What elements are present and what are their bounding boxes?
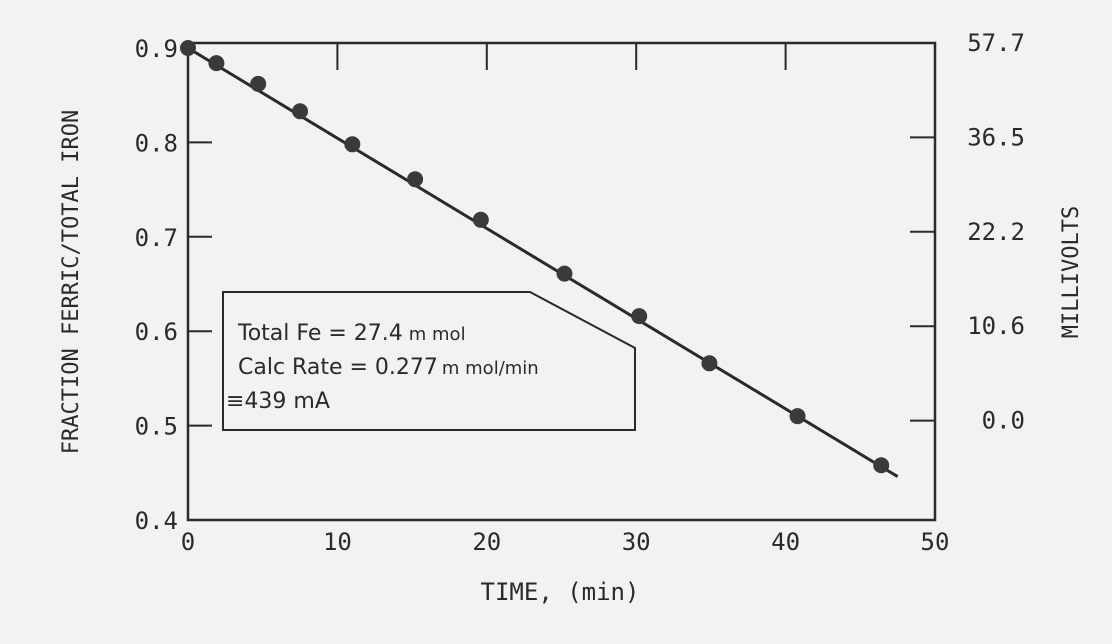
annotation-line1: Total Fe = 27.4 m mol [237,321,466,346]
y-tick-label: 0.5 [135,413,178,441]
y2-axis-label: MILLIVOLTS [1059,206,1084,338]
data-point [407,171,424,188]
data-point [789,408,806,425]
y2-tick-label: 0.0 [982,407,1025,435]
y2-tick-label: 22.2 [967,218,1025,246]
data-point [873,457,890,474]
annotation-box: Total Fe = 27.4 m mol Calc Rate = 0.277 m … [222,291,636,431]
annotation-line3: ≡439 mA [226,389,330,414]
y-tick-label: 0.4 [135,507,178,535]
x-tick-label: 10 [323,528,352,556]
data-point [472,211,489,228]
y-axis-label: FRACTION FERRIC/TOTAL IRON [59,110,84,454]
y-tick-label: 0.9 [135,35,178,63]
data-point [631,308,648,325]
data-point [180,40,196,56]
x-axis-label: TIME, (min) [481,578,640,606]
data-point [208,55,225,72]
x-tick-label: 40 [771,528,800,556]
x-tick-label: 30 [622,528,651,556]
data-point [292,103,309,120]
y2-tick-label: 36.5 [967,123,1025,151]
data-point [344,136,361,153]
y-tick-label: 0.8 [135,129,178,157]
annotation-line2: Calc Rate = 0.277 m mol/min [238,355,539,380]
fit-line [187,46,899,478]
plot-frame [186,41,937,522]
y2-tick-label: 57.7 [967,29,1025,57]
y-tick-label: 0.7 [135,224,178,252]
data-point [250,75,267,92]
x-tick-label: 0 [181,528,195,556]
annotation-frame [222,291,636,431]
x-tick-label: 20 [472,528,501,556]
y-tick-label: 0.6 [135,318,178,346]
x-tick-label: 50 [921,528,950,556]
data-point [701,355,718,372]
data-point [556,265,573,282]
y2-tick-label: 10.6 [967,312,1025,340]
